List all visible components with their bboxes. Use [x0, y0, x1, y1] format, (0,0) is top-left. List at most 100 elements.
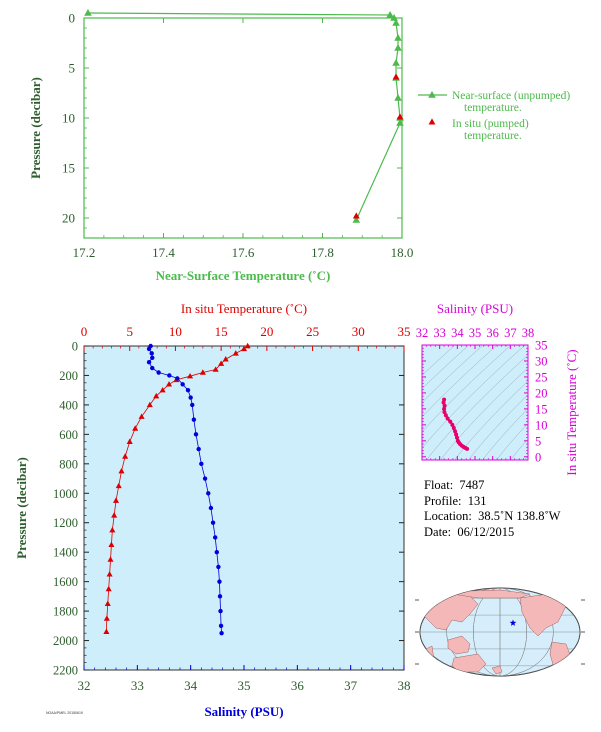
main-temperature-tick-label: 35: [398, 324, 411, 339]
ts-x-tick-label: 32: [416, 326, 429, 340]
float-label: Float:: [424, 478, 454, 492]
ts-density-contour: [482, 408, 528, 460]
temperature-point: [115, 482, 122, 489]
ts-point: [448, 419, 453, 424]
near-surface-point: [396, 119, 404, 126]
ts-point: [442, 403, 447, 408]
ts-y-tick-label: 0: [535, 450, 541, 464]
date-label: Date:: [424, 524, 452, 539]
main-salinity-tick-label: 36: [291, 678, 305, 693]
salinity-point: [175, 376, 180, 381]
main-y-tick-label: 0: [72, 340, 78, 354]
main-salinity-tick-label: 32: [78, 678, 91, 693]
temperature-point: [212, 366, 219, 372]
ts-y-tick-label: 35: [535, 339, 548, 353]
salinity-point: [150, 365, 155, 371]
top-x-axis-label: Near-Surface Temperature (˚C): [156, 268, 331, 283]
temperature-salinity-profile-plot: 0200400600800100012001400160018002000220…: [14, 301, 411, 719]
temperature-point: [118, 467, 125, 474]
profile-row: Profile: 131: [424, 494, 560, 510]
salinity-point: [217, 579, 222, 584]
temperature-point: [232, 350, 239, 356]
main-y-tick-label: 200: [59, 369, 78, 383]
salinity-point: [213, 535, 218, 540]
ts-x-tick-label: 34: [451, 326, 464, 340]
float-location-star: [509, 619, 517, 626]
main-salinity-tick-label: 34: [184, 678, 198, 693]
credit-text: NOAA/PMEL 20150619: [46, 711, 83, 715]
legend-near-surface-label-2: temperature.: [464, 102, 522, 114]
ts-density-contour: [510, 438, 528, 460]
float-value: 7487: [459, 478, 485, 492]
main-plot-frame: [83, 345, 405, 671]
salinity-point: [149, 351, 154, 356]
float-row: Float: 7487: [424, 478, 560, 494]
salinity-point: [218, 608, 223, 614]
ts-density-contour: [422, 345, 484, 403]
main-salinity-axis-label: Salinity (PSU): [204, 704, 283, 719]
ts-density-contours: [422, 316, 601, 466]
top-x-tick-label: 17.6: [232, 245, 255, 260]
temperature-point: [107, 556, 114, 562]
location-label: Location:: [424, 509, 472, 523]
salinity-point: [199, 461, 204, 467]
top-plot-frame: [83, 17, 403, 239]
top-y-tick-label: 0: [69, 11, 76, 26]
salinity-point: [146, 346, 152, 352]
ts-density-contour: [468, 394, 528, 460]
ts-y-tick-label: 15: [535, 402, 548, 416]
top-x-tick-label: 17.4: [152, 245, 175, 260]
map-land-australia: [451, 653, 487, 673]
main-temperature-axis-label: In situ Temperature (˚C): [181, 301, 307, 316]
float-info: Float: 7487 Profile: 131 Location: 38.5˚…: [424, 478, 560, 540]
map-land-new-zealand: [491, 665, 503, 675]
main-y-tick-label: 2200: [53, 664, 78, 678]
main-y-tick-label: 600: [59, 428, 78, 442]
salinity-point: [156, 370, 161, 375]
main-salinity-tick-label: 38: [398, 678, 411, 693]
main-salinity-tick-label: 37: [344, 678, 358, 693]
salinity-point: [191, 417, 197, 422]
in-situ-point: [396, 113, 404, 120]
salinity-point: [214, 549, 219, 555]
temperature-point: [106, 571, 113, 577]
date-value: 06/12/2015: [457, 524, 515, 539]
temperature-point: [240, 345, 248, 352]
ts-x-tick-label: 38: [522, 326, 535, 340]
ts-density-contour: [576, 316, 601, 466]
temperature-point: [108, 541, 115, 548]
ts-point: [442, 410, 447, 415]
main-temperature-tick-label: 15: [215, 324, 228, 339]
temperature-point: [222, 356, 229, 362]
ts-y-tick-label: 20: [535, 386, 548, 400]
ts-x-tick-label: 35: [469, 326, 482, 340]
ts-density-contour: [422, 345, 512, 433]
near-surface-point: [392, 59, 400, 66]
legend-in-situ-label-2: temperature.: [464, 130, 522, 142]
temperature-point: [132, 425, 139, 431]
temperature-point: [138, 413, 145, 419]
ts-y-tick-label: 5: [535, 434, 541, 448]
temperature-point: [159, 386, 166, 393]
legend-in-situ-label-1: In situ (pumped): [452, 118, 529, 130]
temperature-point: [187, 372, 194, 379]
main-y-tick-label: 1200: [53, 516, 78, 530]
salinity-point: [180, 382, 185, 387]
ts-density-contour: [590, 316, 601, 466]
temperature-point: [153, 392, 160, 399]
main-y-tick-label: 1400: [53, 546, 78, 560]
main-y-tick-label: 400: [59, 398, 78, 412]
ts-point: [454, 435, 459, 440]
profile-value: 131: [467, 493, 487, 508]
near-surface-point: [394, 44, 402, 51]
temperature-point: [199, 369, 206, 375]
near-surface-point: [352, 216, 361, 223]
ts-point: [454, 432, 459, 437]
temperature-point: [165, 381, 173, 387]
main-y-tick-label: 1600: [53, 575, 78, 589]
top-x-tick-label: 17.8: [311, 245, 334, 260]
temperature-point: [104, 600, 111, 606]
top-legend: Near-surface (unpumped)temperature.In si…: [418, 90, 570, 142]
salinity-point: [150, 355, 155, 360]
near-surface-point: [394, 34, 402, 41]
